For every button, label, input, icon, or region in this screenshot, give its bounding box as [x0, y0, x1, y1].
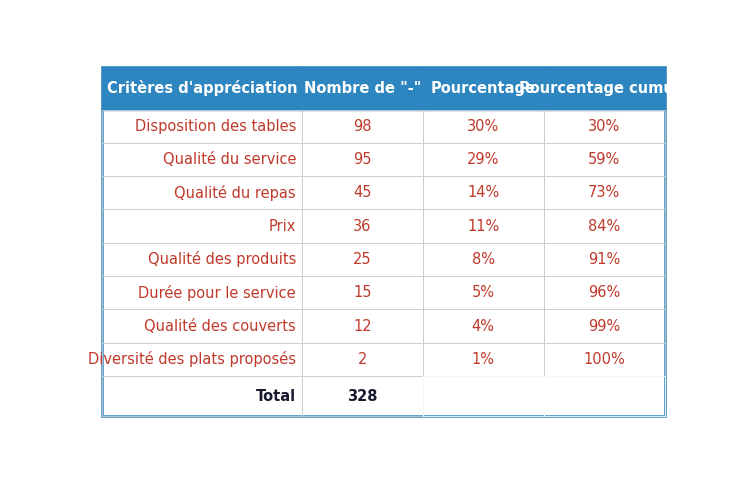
- Bar: [544, 176, 664, 209]
- Bar: [102, 143, 301, 176]
- Text: Nombre de "-": Nombre de "-": [304, 81, 421, 96]
- Text: 91%: 91%: [588, 252, 620, 267]
- Bar: [544, 343, 664, 376]
- Bar: [301, 243, 423, 276]
- Bar: [544, 309, 664, 343]
- Text: Prix: Prix: [269, 218, 296, 234]
- Bar: [102, 276, 301, 309]
- Bar: [301, 176, 423, 209]
- Bar: [301, 276, 423, 309]
- Text: Total: Total: [256, 389, 296, 403]
- Text: Durée pour le service: Durée pour le service: [138, 285, 296, 301]
- Text: 100%: 100%: [583, 352, 625, 367]
- Text: Pourcentage cumulé: Pourcentage cumulé: [519, 80, 689, 96]
- Text: 98: 98: [353, 119, 372, 134]
- Text: 96%: 96%: [588, 285, 620, 300]
- Text: 5%: 5%: [472, 285, 494, 300]
- Text: Diversité des plats proposés: Diversité des plats proposés: [88, 351, 296, 368]
- Text: 2: 2: [358, 352, 367, 367]
- Bar: [102, 176, 301, 209]
- Bar: [423, 209, 544, 243]
- Text: 36: 36: [353, 218, 372, 234]
- Bar: [423, 343, 544, 376]
- Text: 15: 15: [353, 285, 372, 300]
- Bar: [423, 276, 544, 309]
- Bar: [544, 243, 664, 276]
- Text: 1%: 1%: [472, 352, 494, 367]
- Text: 14%: 14%: [467, 185, 499, 200]
- Text: 12: 12: [353, 318, 372, 334]
- Text: 99%: 99%: [588, 318, 620, 334]
- Text: 25: 25: [353, 252, 372, 267]
- Bar: [544, 109, 664, 143]
- Text: Qualité des produits: Qualité des produits: [147, 251, 296, 268]
- Text: Disposition des tables: Disposition des tables: [135, 119, 296, 134]
- Bar: [301, 209, 423, 243]
- Bar: [423, 109, 544, 143]
- Bar: [102, 343, 301, 376]
- Text: 4%: 4%: [472, 318, 494, 334]
- Bar: [301, 309, 423, 343]
- Bar: [544, 276, 664, 309]
- Text: 30%: 30%: [467, 119, 499, 134]
- Text: 8%: 8%: [472, 252, 494, 267]
- Text: Qualité des couverts: Qualité des couverts: [144, 318, 296, 334]
- Text: 59%: 59%: [588, 152, 620, 167]
- Text: 45: 45: [353, 185, 372, 200]
- Bar: [423, 309, 544, 343]
- Bar: [102, 243, 301, 276]
- Bar: [423, 176, 544, 209]
- Text: Qualité du service: Qualité du service: [162, 152, 296, 167]
- Bar: [102, 209, 301, 243]
- Bar: [102, 109, 301, 143]
- Bar: [423, 243, 544, 276]
- Bar: [544, 209, 664, 243]
- Bar: [301, 143, 423, 176]
- Text: 11%: 11%: [467, 218, 499, 234]
- Bar: [301, 109, 423, 143]
- Text: 84%: 84%: [588, 218, 620, 234]
- Text: 29%: 29%: [467, 152, 500, 167]
- Text: 30%: 30%: [588, 119, 620, 134]
- Bar: [102, 309, 301, 343]
- Bar: [544, 143, 664, 176]
- Text: Critères d'appréciation: Critères d'appréciation: [107, 80, 297, 96]
- Text: 73%: 73%: [588, 185, 620, 200]
- Text: 95: 95: [353, 152, 372, 167]
- Text: Pourcentage: Pourcentage: [431, 81, 536, 96]
- Text: 328: 328: [347, 389, 378, 403]
- Bar: [423, 143, 544, 176]
- Text: Qualité du repas: Qualité du repas: [174, 185, 296, 201]
- Bar: [301, 343, 423, 376]
